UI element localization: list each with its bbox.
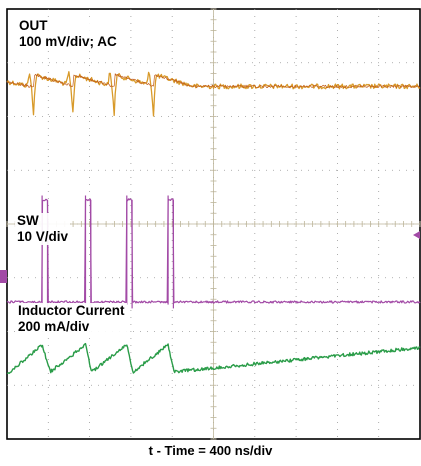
traces <box>6 71 421 375</box>
x-axis-title: t - Time = 400 ns/div <box>148 443 273 458</box>
trigger-arrow-icon <box>413 231 420 239</box>
channel-marker-icon <box>0 270 7 283</box>
out-channel-name: OUT <box>19 18 48 33</box>
out-label: OUT 100 mV/div; AC <box>17 18 119 50</box>
out-scale: 100 mV/div; AC <box>19 34 117 49</box>
sw-channel-name: SW <box>17 213 39 228</box>
inductor-scale: 200 mA/div <box>18 319 90 334</box>
sw-scale: 10 V/div <box>17 229 69 244</box>
inductor-channel-name: Inductor Current <box>18 303 125 318</box>
inductor-label: Inductor Current 200 mA/div <box>16 303 127 335</box>
out-trace-overlay <box>6 73 421 89</box>
sw-label: SW 10 V/div <box>15 213 71 245</box>
sw-trace <box>6 198 421 304</box>
inductor-current-trace <box>6 342 421 375</box>
